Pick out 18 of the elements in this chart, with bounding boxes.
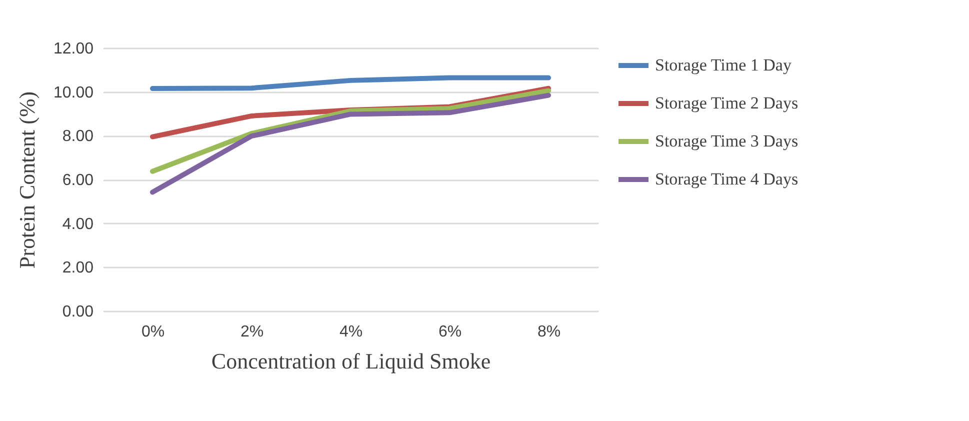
x-tick-label: 2% [240,324,264,340]
y-axis-title: Protein Content (%) [14,91,40,269]
legend-label: Storage Time 2 Days [655,94,798,112]
y-tick-label: 8.00 [62,128,94,146]
x-tick-label: 0% [141,324,165,340]
y-tick-label: 6.00 [62,172,94,189]
y-tick-label: 10.00 [53,84,94,102]
y-tick-label: 12.00 [53,40,94,58]
y-tick-label: 2.00 [62,260,94,277]
y-tick-label: 4.00 [62,216,94,233]
x-tick-label: 8% [537,324,561,340]
legend-label: Storage Time 1 Day [655,56,792,74]
x-tick-label: 4% [339,324,363,340]
x-axis-title: Concentration of Liquid Smoke [211,348,491,374]
x-tick-label: 6% [438,324,462,340]
y-tick-label: 0.00 [62,304,94,320]
legend-label: Storage Time 3 Days [655,132,798,150]
legend-label: Storage Time 4 Days [655,170,798,188]
